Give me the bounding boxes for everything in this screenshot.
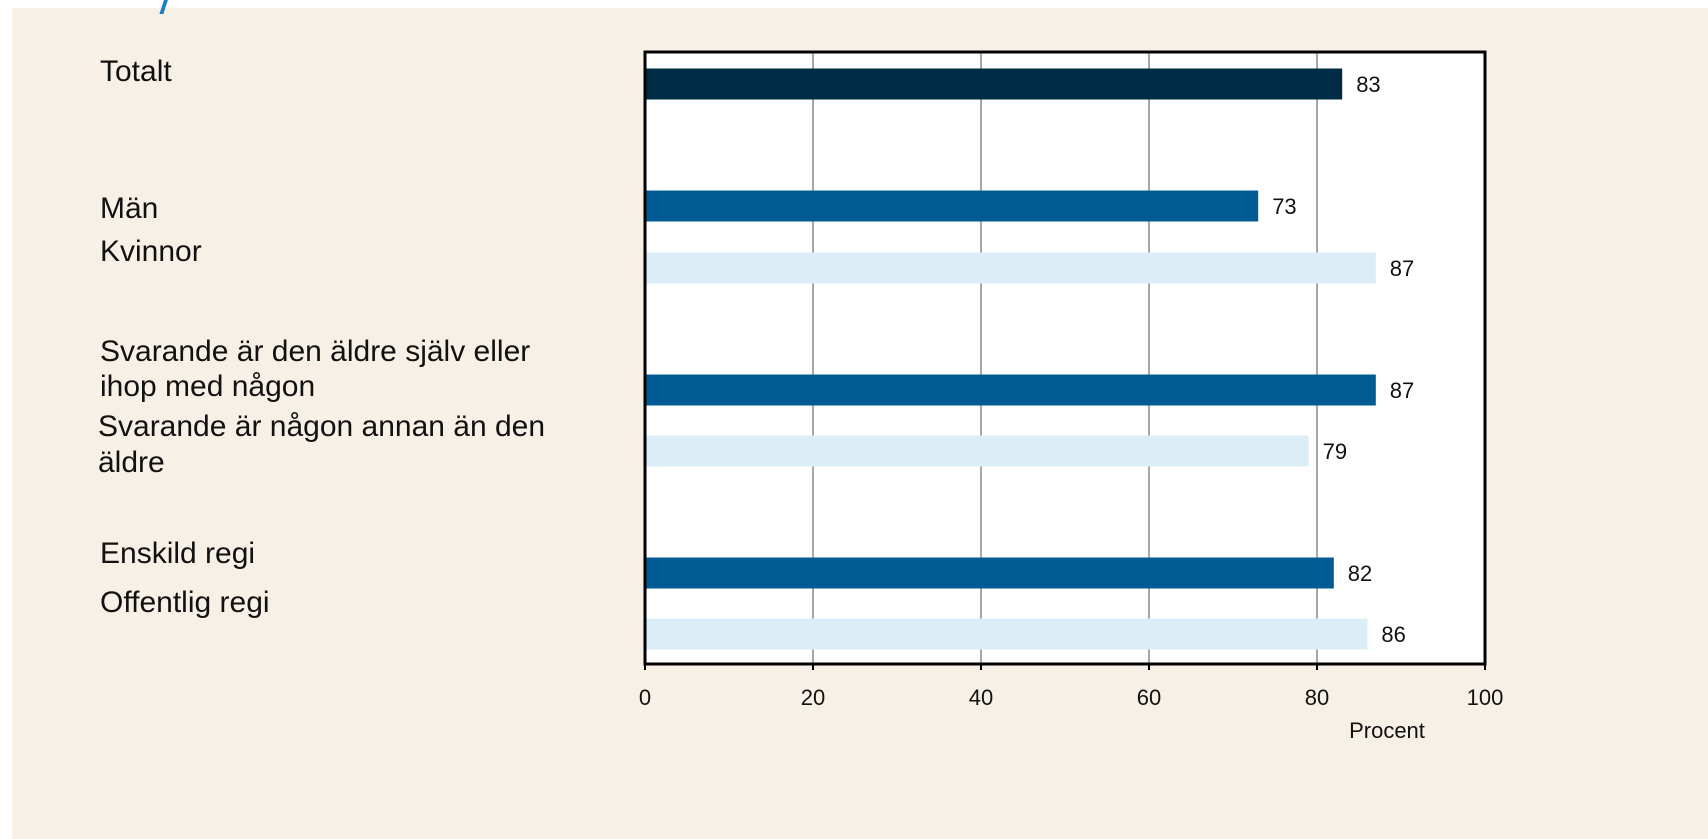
value-label-1: 73 [1272,194,1296,219]
x-axis-label: Procent [1349,718,1425,743]
value-label-4: 79 [1323,439,1347,464]
value-label-2: 87 [1390,256,1414,281]
category-label-svarande-sjalv-line2: ihop med någon [100,370,316,403]
category-label-kvinnor: Kvinnor [100,235,202,268]
value-label-6: 86 [1381,622,1405,647]
bar-5 [645,557,1334,589]
category-label-svarande-sjalv-line1: Svarande är den äldre själv eller [100,335,531,368]
bars: 83 73 87 87 79 82 86 [645,68,1414,650]
value-label-0: 83 [1356,72,1380,97]
value-label-5: 82 [1348,561,1372,586]
category-label-svarande-annan-line1: Svarande är någon annan än den [98,410,546,443]
tick-label-100: 100 [1467,685,1504,710]
bar-2 [645,252,1376,284]
tick-label-60: 60 [1137,685,1161,710]
bar-4 [645,435,1309,467]
category-label-offentlig: Offentlig regi [100,586,270,619]
x-axis-ticks: 0 20 40 60 80 100 [639,664,1503,710]
bar-0 [645,68,1343,100]
bar-6 [645,618,1368,650]
category-label-svarande-annan-line2: äldre [98,446,165,479]
category-label-enskild: Enskild regi [100,537,256,570]
bar-1 [645,190,1259,222]
tick-label-0: 0 [639,685,651,710]
tick-label-20: 20 [801,685,825,710]
tick-label-80: 80 [1305,685,1329,710]
category-label-totalt: Totalt [100,55,172,88]
category-label-man: Män [100,192,159,225]
tick-label-40: 40 [969,685,993,710]
plot-frame [643,50,1487,666]
bar-3 [645,374,1376,406]
value-label-3: 87 [1390,378,1414,403]
